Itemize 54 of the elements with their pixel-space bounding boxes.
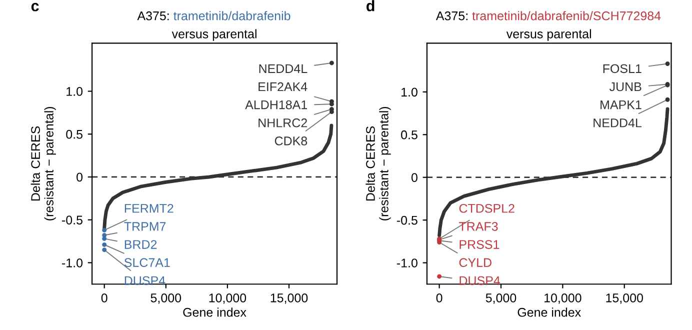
x-tick-label: 5,000 (150, 293, 182, 304)
x-tick-label: 15,000 (270, 293, 308, 304)
point (437, 274, 442, 279)
annotation: SLC7A1 (124, 258, 170, 268)
text: d (366, 0, 374, 12)
point (102, 228, 107, 232)
y-tick-label: -0.5 (396, 216, 418, 225)
point (102, 242, 107, 247)
annotation: BRD2 (124, 240, 157, 249)
x-tick-label: 10,000 (544, 293, 582, 304)
y-tick-label: 0 (76, 172, 83, 182)
y-tick-label: 0.5 (66, 130, 82, 139)
y-axis-title: Delta CERES (resistant − parental) (366, 106, 391, 220)
y-tick-label: -1.0 (62, 258, 83, 268)
annotation: FERMT2 (124, 204, 174, 213)
annotation: JUNB (609, 82, 642, 92)
x-tick-label: 10,000 (209, 293, 246, 304)
annotation: CYLD (459, 258, 492, 268)
point (665, 61, 670, 66)
text: c (31, 2, 39, 12)
annotation: NEDD4L (594, 118, 642, 128)
annotation: DUSP4 (460, 276, 500, 286)
chart-title: A375: trametinib/dabrafenib (137, 11, 290, 20)
chart-title: A375: trametinib/dabrafenib/SCH772984 (436, 11, 661, 20)
annotation: MAPK1 (600, 100, 642, 110)
annotation: DUSP4 (124, 276, 166, 286)
annotation: PRSS1 (460, 240, 500, 249)
annotation: EIF2AK4 (258, 82, 308, 92)
point (329, 60, 334, 66)
x-tick-label: 0 (436, 293, 442, 302)
annotation: FOSL1 (603, 64, 642, 74)
annotation: NHLRC2 (258, 118, 307, 128)
y-tick-label: -0.5 (62, 216, 82, 224)
annotation: ALDH18A1 (245, 100, 307, 110)
y-tick-label: 1.0 (402, 88, 418, 97)
y-tick-label: 1.0 (66, 87, 83, 96)
annotation: NEDD4L (259, 64, 308, 73)
annotation: TRAF3 (459, 222, 498, 231)
y-tick-label: 0 (411, 173, 418, 182)
annotation: CDK8 (274, 136, 308, 146)
annotation: CTDSPL2 (459, 204, 514, 213)
point (102, 248, 107, 252)
y-tick-label: 0.5 (401, 130, 418, 140)
point (665, 97, 670, 102)
y-axis-title: Delta CERES (resistant − parental) (30, 106, 56, 220)
chart-subtitle: versus parental (506, 29, 591, 41)
x-axis-title: Gene index (518, 308, 581, 317)
x-tick-label: 5,000 (486, 293, 516, 304)
y-tick-label: -1.0 (396, 258, 418, 268)
x-tick-label: 0 (101, 293, 108, 302)
x-tick-label: 15,000 (606, 293, 643, 304)
x-axis-title: Gene index (183, 308, 246, 317)
chart-subtitle: versus parental (172, 29, 256, 41)
annotation: TRPM7 (124, 222, 166, 231)
